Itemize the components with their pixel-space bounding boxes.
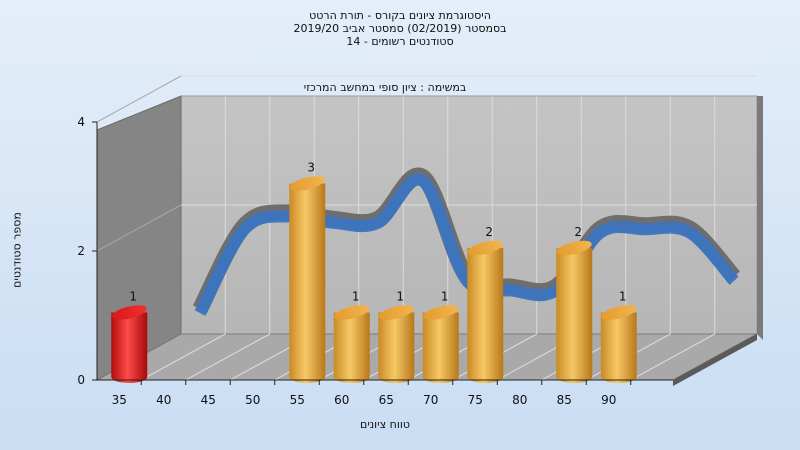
- chart-title: היסטוגרמת ציונים בקורס - תורת הרטט בסמסט…: [0, 9, 800, 48]
- x-tick-label: 40: [156, 393, 171, 407]
- bar-top: [467, 240, 503, 256]
- bar: [422, 305, 459, 383]
- bar-top: [378, 305, 414, 320]
- bar-body: [467, 248, 504, 383]
- title-line-1: היסטוגרמת ציונים בקורס - תורת הרטט: [309, 9, 491, 22]
- bar-value-label: 1: [129, 290, 137, 304]
- bar-body: [600, 312, 637, 383]
- bar-value-label: 2: [485, 225, 493, 239]
- gridline-y-side: [96, 204, 182, 252]
- bar-value-label: 1: [352, 290, 360, 304]
- bar-body: [422, 312, 459, 383]
- gridline-floor: [185, 333, 270, 381]
- bar-value-label: 3: [307, 161, 315, 175]
- floor-edge: [673, 334, 757, 386]
- bar: [289, 176, 326, 383]
- bar: [378, 305, 415, 383]
- bar-body: [333, 312, 370, 383]
- bar: [600, 305, 637, 383]
- title-line-2: בסמסטר (02/2019) סמסטר אביב 2019/20: [293, 22, 507, 35]
- x-tick-label: 65: [379, 393, 394, 407]
- bar-body: [111, 312, 148, 383]
- x-tick-label: 75: [468, 393, 483, 407]
- bar-top: [111, 305, 147, 320]
- bar: [467, 240, 504, 383]
- bar-value-label: 1: [619, 290, 627, 304]
- bar: [333, 305, 370, 383]
- x-tick-label: 80: [512, 393, 527, 407]
- bar-value-label: 2: [574, 225, 582, 239]
- bar-body: [556, 248, 593, 383]
- bar-body: [289, 183, 326, 383]
- bar-value-label: 1: [441, 290, 449, 304]
- y-tick-label: 2: [77, 244, 85, 258]
- y-tick-label: 0: [77, 373, 85, 387]
- x-tick-label: 60: [334, 393, 349, 407]
- gridline-floor: [630, 333, 715, 381]
- x-tick-label: 90: [601, 393, 616, 407]
- y-tick-label: 4: [77, 115, 85, 129]
- task-label: במשימה : ציון סופי במחשב המרכזי: [303, 81, 467, 94]
- x-tick-label: 35: [112, 393, 127, 407]
- x-tick-label: 55: [290, 393, 305, 407]
- bar: [556, 240, 593, 383]
- x-tick-label: 70: [423, 393, 438, 407]
- x-tick-label: 45: [201, 393, 216, 407]
- bar-top: [334, 305, 370, 320]
- x-tick-label: 85: [557, 393, 572, 407]
- bar: [111, 305, 148, 383]
- bar-top: [289, 176, 325, 191]
- x-axis-title: טווח ציונים: [360, 418, 410, 431]
- bar-top: [556, 240, 592, 256]
- curve-line: [194, 173, 739, 316]
- bar-value-label: 1: [396, 290, 404, 304]
- bar-top: [601, 305, 637, 320]
- title-line-3: סטודנטים רשומים - 14: [346, 35, 454, 48]
- gridline-floor: [141, 333, 226, 381]
- x-tick-label: 50: [245, 393, 260, 407]
- y-axis-title: מספר סטודנטים: [10, 212, 24, 288]
- bar-body: [378, 312, 415, 383]
- gridline-y-side: [96, 75, 182, 123]
- bar-top: [423, 305, 459, 320]
- wall-edge: [757, 96, 763, 340]
